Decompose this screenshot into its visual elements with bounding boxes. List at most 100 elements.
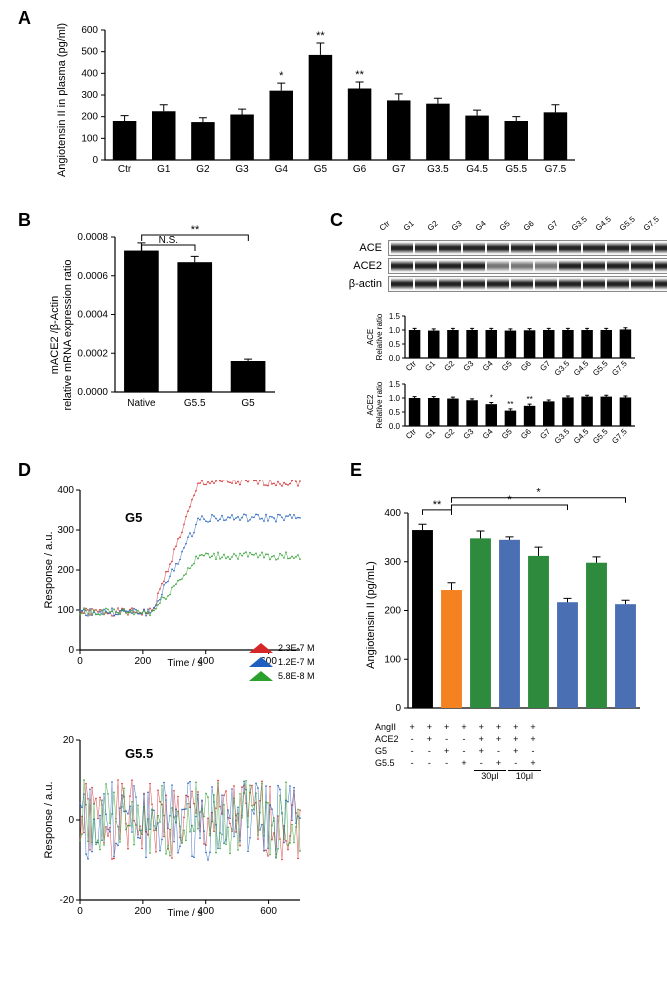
svg-text:100: 100 bbox=[81, 133, 98, 144]
blot-band bbox=[583, 278, 605, 290]
blot-row-label: β-actin bbox=[340, 278, 388, 290]
blot-band bbox=[415, 242, 437, 254]
volume-row: 30μl10μl bbox=[370, 770, 541, 781]
svg-text:**: ** bbox=[316, 30, 325, 42]
svg-text:0: 0 bbox=[77, 906, 83, 917]
condition-cell: + bbox=[474, 734, 489, 744]
svg-text:Ctr: Ctr bbox=[118, 164, 132, 175]
svg-text:*: * bbox=[536, 487, 541, 499]
condition-cell: + bbox=[405, 722, 420, 732]
svg-text:G5.5: G5.5 bbox=[591, 359, 610, 378]
blot-band bbox=[583, 242, 605, 254]
svg-text:G5: G5 bbox=[241, 398, 255, 409]
blot-band bbox=[439, 242, 461, 254]
blot-band bbox=[535, 278, 557, 290]
blot-band bbox=[535, 242, 557, 254]
svg-text:0: 0 bbox=[68, 645, 74, 656]
panel-c-blots: CtrG1G2G3G4G5G6G7G3.5G4.5G5.5G7.5 ACEACE… bbox=[340, 222, 667, 294]
svg-text:G7: G7 bbox=[392, 164, 406, 175]
svg-text:G7.5: G7.5 bbox=[545, 164, 567, 175]
svg-text:*: * bbox=[279, 70, 284, 82]
svg-text:**: ** bbox=[507, 400, 513, 409]
blot-band bbox=[391, 278, 413, 290]
condition-label: G5 bbox=[370, 746, 403, 756]
condition-cell: + bbox=[525, 758, 540, 768]
condition-cell: - bbox=[439, 734, 454, 744]
svg-text:**: ** bbox=[433, 499, 442, 511]
panel-b-ylabel-1: mACE2 /β-Actin bbox=[49, 296, 61, 374]
svg-text:G4.5: G4.5 bbox=[572, 359, 591, 378]
lane-label: G7.5 bbox=[642, 210, 667, 238]
condition-cell: + bbox=[456, 722, 471, 732]
svg-text:20: 20 bbox=[63, 735, 75, 746]
blot-band bbox=[415, 278, 437, 290]
blot-band bbox=[463, 278, 485, 290]
panel-d-top-title: G5 bbox=[125, 510, 142, 525]
svg-text:G2: G2 bbox=[196, 164, 210, 175]
condition-cell: + bbox=[508, 722, 523, 732]
svg-text:500: 500 bbox=[81, 47, 98, 58]
svg-text:200: 200 bbox=[135, 906, 152, 917]
blot-band bbox=[391, 260, 413, 272]
condition-cell: - bbox=[405, 758, 420, 768]
condition-row: G5.5---+-+-+ bbox=[370, 758, 541, 768]
svg-text:200: 200 bbox=[384, 606, 401, 617]
condition-cell: + bbox=[474, 746, 489, 756]
condition-cell: + bbox=[491, 758, 506, 768]
condition-row: G5--+-+-+- bbox=[370, 746, 541, 756]
blot-row: β-actin bbox=[340, 276, 667, 292]
svg-text:G3: G3 bbox=[462, 359, 476, 373]
svg-text:0.0: 0.0 bbox=[389, 354, 401, 363]
panel-d-bot-title: G5.5 bbox=[125, 746, 153, 761]
panel-a-ylabel: Angiotensin II in plasma (pg/ml) bbox=[56, 23, 68, 177]
svg-text:G6: G6 bbox=[519, 359, 533, 373]
condition-label: AngII bbox=[370, 722, 403, 732]
condition-row: ACE2-+--++++ bbox=[370, 734, 541, 744]
svg-text:G2: G2 bbox=[442, 427, 456, 441]
svg-text:G3: G3 bbox=[235, 164, 249, 175]
panel-c-mini-charts: 0.00.51.01.5CtrG1G2G3G4G5G6G7G3.5G4.5G5.… bbox=[355, 312, 655, 452]
svg-text:**: ** bbox=[526, 395, 532, 404]
condition-cell: + bbox=[508, 746, 523, 756]
condition-label: ACE2 bbox=[370, 734, 403, 744]
condition-label: G5.5 bbox=[370, 758, 403, 768]
panel-e-ylabel: Angiotensin II (pg/mL) bbox=[365, 561, 377, 669]
svg-text:G5.5: G5.5 bbox=[184, 398, 206, 409]
blot-band bbox=[607, 260, 629, 272]
blot-band bbox=[655, 260, 667, 272]
svg-text:G5: G5 bbox=[314, 164, 328, 175]
svg-text:200: 200 bbox=[57, 565, 74, 576]
condition-cell: + bbox=[422, 734, 437, 744]
panel-label-a: A bbox=[18, 8, 31, 29]
blot-band bbox=[463, 260, 485, 272]
legend-item: 2.3E-7 M bbox=[248, 642, 315, 654]
condition-cell: - bbox=[422, 758, 437, 768]
svg-text:G7: G7 bbox=[538, 359, 552, 373]
svg-text:1.0: 1.0 bbox=[389, 394, 401, 403]
svg-text:G3.5: G3.5 bbox=[553, 359, 572, 378]
svg-text:0.0006: 0.0006 bbox=[77, 271, 108, 282]
svg-text:*: * bbox=[507, 494, 512, 506]
condition-cell: + bbox=[439, 722, 454, 732]
legend-item: 5.8E-8 M bbox=[248, 670, 315, 682]
svg-text:0.0000: 0.0000 bbox=[77, 387, 108, 398]
blot-band bbox=[511, 278, 533, 290]
blot-band bbox=[607, 278, 629, 290]
svg-text:0: 0 bbox=[395, 703, 401, 714]
svg-text:0.5: 0.5 bbox=[389, 408, 401, 417]
svg-text:Relative ratio: Relative ratio bbox=[375, 381, 384, 428]
svg-text:400: 400 bbox=[384, 508, 401, 519]
svg-text:G4: G4 bbox=[275, 164, 289, 175]
panel-e-conditions: AngII++++++++ACE2-+--++++G5--+-+-+-G5.5-… bbox=[368, 720, 543, 783]
condition-cell: - bbox=[525, 746, 540, 756]
svg-text:400: 400 bbox=[57, 485, 74, 496]
svg-text:**: ** bbox=[191, 225, 200, 236]
panel-d-bot-xlabel: Time / s bbox=[167, 908, 202, 919]
blot-band bbox=[631, 260, 653, 272]
blot-band bbox=[439, 278, 461, 290]
svg-text:1.0: 1.0 bbox=[389, 326, 401, 335]
svg-text:0.0: 0.0 bbox=[389, 422, 401, 431]
blot-row-label: ACE bbox=[340, 242, 388, 254]
blot-band bbox=[487, 242, 509, 254]
blot-band bbox=[655, 278, 667, 290]
